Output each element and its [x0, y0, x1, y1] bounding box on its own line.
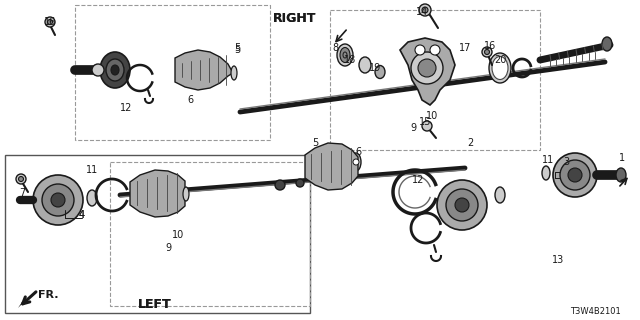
Text: 11: 11: [86, 165, 98, 175]
Ellipse shape: [602, 37, 612, 51]
Polygon shape: [18, 298, 28, 308]
Text: 10: 10: [426, 111, 438, 121]
Text: LEFT: LEFT: [138, 299, 172, 311]
Text: 16: 16: [44, 17, 56, 27]
Text: RIGHT: RIGHT: [273, 12, 317, 25]
Bar: [330, 10, 540, 150]
Ellipse shape: [100, 52, 130, 88]
Circle shape: [415, 45, 425, 55]
Text: 9: 9: [410, 123, 416, 133]
Text: RIGHT: RIGHT: [273, 12, 317, 25]
Circle shape: [568, 168, 582, 182]
Text: 13: 13: [552, 255, 564, 265]
Ellipse shape: [542, 166, 550, 180]
Circle shape: [446, 189, 478, 221]
Circle shape: [45, 17, 55, 27]
Text: 4: 4: [79, 210, 85, 220]
Circle shape: [422, 121, 432, 131]
Text: 18: 18: [344, 55, 356, 65]
Circle shape: [411, 52, 443, 84]
Text: 2: 2: [467, 138, 473, 148]
Circle shape: [16, 174, 26, 184]
Circle shape: [47, 20, 52, 25]
Ellipse shape: [343, 52, 347, 58]
Circle shape: [33, 175, 83, 225]
Ellipse shape: [183, 187, 189, 201]
Text: 6: 6: [355, 147, 361, 157]
Ellipse shape: [616, 168, 626, 182]
Ellipse shape: [495, 187, 505, 203]
Ellipse shape: [492, 57, 508, 79]
Text: FR.: FR.: [38, 290, 58, 300]
Text: 12: 12: [412, 175, 424, 185]
Text: 5: 5: [234, 45, 240, 55]
Bar: [110, 162, 310, 306]
Text: 15: 15: [419, 117, 431, 127]
Circle shape: [92, 64, 104, 76]
Polygon shape: [400, 38, 455, 105]
Circle shape: [560, 160, 590, 190]
Ellipse shape: [337, 44, 353, 66]
Ellipse shape: [87, 190, 97, 206]
Circle shape: [455, 198, 469, 212]
Text: 5: 5: [234, 43, 240, 53]
Text: 10: 10: [172, 230, 184, 240]
Ellipse shape: [375, 66, 385, 78]
Ellipse shape: [340, 47, 350, 62]
Text: 12: 12: [120, 103, 132, 113]
Text: 20: 20: [494, 55, 506, 65]
Text: 5: 5: [312, 138, 318, 148]
Text: T3W4B2101: T3W4B2101: [570, 308, 620, 316]
Circle shape: [275, 180, 285, 190]
Text: 11: 11: [542, 155, 554, 165]
Polygon shape: [175, 50, 233, 90]
Text: 6: 6: [187, 95, 193, 105]
Text: 3: 3: [563, 157, 569, 167]
Circle shape: [42, 184, 74, 216]
Text: 1: 1: [619, 153, 625, 163]
Ellipse shape: [106, 59, 124, 81]
Ellipse shape: [489, 53, 511, 83]
Polygon shape: [130, 170, 185, 217]
Circle shape: [19, 177, 24, 181]
Ellipse shape: [359, 57, 371, 73]
Text: 19: 19: [369, 63, 381, 73]
Text: 7: 7: [19, 188, 25, 198]
Bar: [5, 155, 310, 313]
Text: 4: 4: [79, 210, 85, 220]
Text: 16: 16: [484, 41, 496, 51]
Circle shape: [296, 179, 304, 187]
Circle shape: [553, 153, 597, 197]
Circle shape: [353, 159, 359, 165]
Text: 8: 8: [332, 43, 338, 53]
Circle shape: [482, 47, 492, 57]
Bar: [75, 5, 270, 140]
Ellipse shape: [351, 153, 361, 171]
Ellipse shape: [231, 66, 237, 80]
Polygon shape: [305, 143, 358, 190]
Text: 9: 9: [165, 243, 171, 253]
Circle shape: [484, 50, 490, 54]
Circle shape: [430, 45, 440, 55]
Circle shape: [437, 180, 487, 230]
Circle shape: [419, 4, 431, 16]
Ellipse shape: [111, 65, 119, 75]
Circle shape: [422, 7, 428, 13]
Text: LEFT: LEFT: [138, 299, 172, 311]
Circle shape: [418, 59, 436, 77]
Text: 14: 14: [416, 7, 428, 17]
Text: 17: 17: [459, 43, 471, 53]
Circle shape: [51, 193, 65, 207]
